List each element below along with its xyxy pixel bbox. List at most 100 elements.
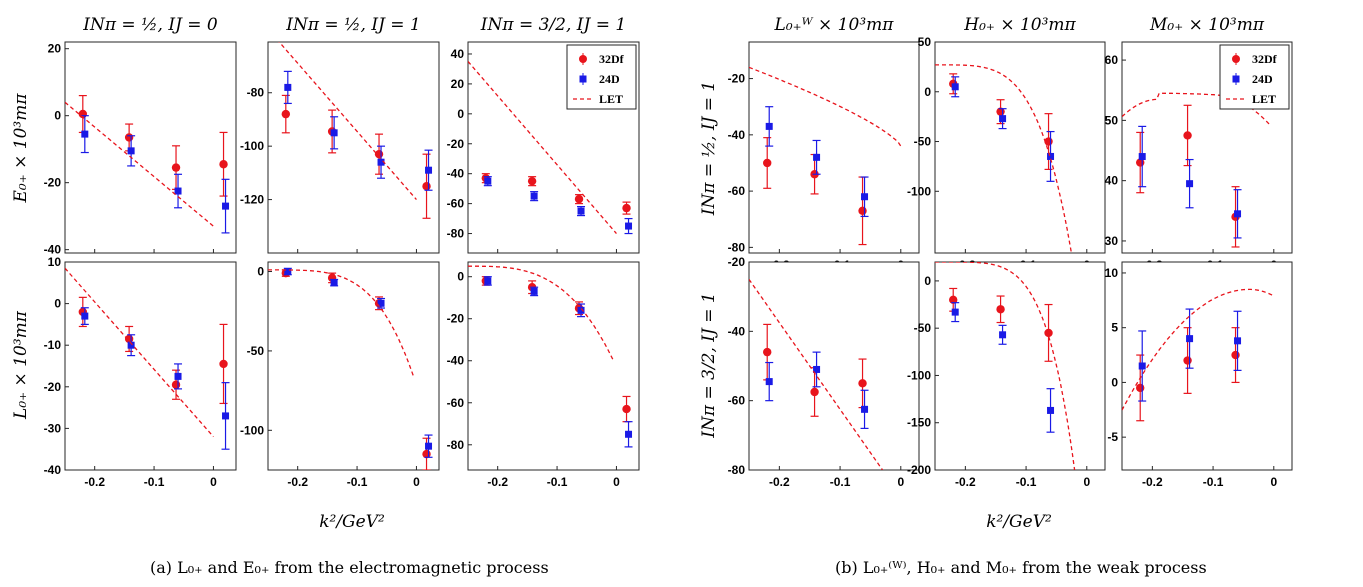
point-24d <box>284 268 292 276</box>
xtick-label: -0.1 <box>347 475 368 489</box>
legend-swatch-24d <box>579 75 587 83</box>
plot-area <box>468 265 633 448</box>
panel-frame <box>64 41 237 254</box>
panel-10: -20 -40 -60 -80 -0.2 -0.1 0 <box>728 255 920 489</box>
let-curve <box>65 267 214 438</box>
point-32df <box>1231 350 1240 360</box>
panel-title: H₀₊ × 10³mπ <box>963 15 1076 35</box>
let-curve <box>935 64 1073 253</box>
point-32df <box>219 359 228 369</box>
panel-title: L₀₊ᵂ × 10³mπ <box>774 15 895 35</box>
ytick-label: -20 <box>44 380 62 394</box>
panel-frame <box>748 261 920 471</box>
point-24d <box>577 306 585 314</box>
ytick-label: -100 <box>240 423 264 437</box>
point-24d <box>425 166 433 174</box>
plot-area <box>65 267 230 450</box>
ytick-label: -100 <box>240 139 264 153</box>
panel-title: M₀₊ × 10³mπ <box>1149 15 1265 35</box>
ytick-label: -120 <box>240 193 264 207</box>
xtick-label: 0 <box>413 475 420 489</box>
xtick-label: -0.1 <box>1203 475 1224 489</box>
panel-1: 20 0 -20 -40 IΝπ = ½, IJ = 0 <box>44 15 237 257</box>
let-curve <box>278 42 417 201</box>
point-24d <box>951 83 959 91</box>
point-24d <box>951 308 959 316</box>
point-32df <box>1183 131 1192 140</box>
point-32df <box>1183 356 1192 365</box>
panel-frame <box>1121 261 1293 471</box>
let-curve <box>468 265 615 361</box>
let-curve <box>1122 288 1275 411</box>
plot-area <box>749 278 884 470</box>
ytick-label: 40 <box>1105 174 1119 188</box>
ytick-label: -100 <box>907 368 931 382</box>
legend: 32Df 24D LET <box>1219 44 1290 110</box>
point-24d <box>1047 406 1055 414</box>
point-24d <box>127 147 135 155</box>
point-32df <box>622 404 631 414</box>
point-24d <box>222 202 230 210</box>
point-32df <box>574 194 584 204</box>
panel-frame <box>934 261 1106 471</box>
point-24d <box>1234 337 1242 345</box>
xtick-label: 0 <box>210 475 217 489</box>
ytick-label: -80 <box>247 86 265 100</box>
row-label-b-bottom: IΝπ = 3/2, IJ = 1 <box>699 292 719 438</box>
point-32df <box>858 379 867 388</box>
ytick-label: -60 <box>447 396 465 410</box>
point-24d <box>330 129 338 137</box>
ytick-label: 0 <box>924 274 931 288</box>
ytick-label: -20 <box>728 72 746 86</box>
plot-area <box>935 262 1076 470</box>
panel-7: 10 0 -10 -20 -30 -40 -0.2 -0.1 0 <box>44 255 237 489</box>
plot-area <box>468 61 633 235</box>
point-24d <box>174 372 182 380</box>
caption-b: (b) L₀₊⁽ᵂ⁾, H₀₊ and M₀₊ from the weak pr… <box>835 558 1207 577</box>
let-curve <box>468 61 617 234</box>
xtick-label: -0.1 <box>1016 475 1037 489</box>
xtick-label: 0 <box>1083 475 1090 489</box>
ytick-label: 0 <box>1111 375 1118 389</box>
legend: 32Df 24D LET <box>566 44 637 110</box>
legend-swatch-32df <box>579 55 587 63</box>
point-24d <box>1138 362 1146 370</box>
panel-frame <box>467 261 640 471</box>
panel-4: -20-40-60-80-0.2-0.10L₀₊ᵂ × 10³mπ <box>728 15 920 272</box>
xtick-label: -0.2 <box>287 475 308 489</box>
point-24d <box>425 442 433 450</box>
ytick-label: 0 <box>54 297 61 311</box>
point-24d <box>81 130 89 138</box>
panel-3: 40 20 0 -20 -40 -60 -80 IΝπ = 3/2, IJ = 1 32Df 24… <box>447 15 640 254</box>
xtick-label: -0.2 <box>769 475 790 489</box>
point-24d <box>330 279 338 287</box>
xtick-label: -0.1 <box>144 475 165 489</box>
point-32df <box>763 158 772 168</box>
legend-box <box>566 44 637 110</box>
point-24d <box>813 365 821 373</box>
point-24d <box>1047 152 1055 160</box>
caption-a: (a) L₀₊ and E₀₊ from the electromagnetic… <box>150 558 549 577</box>
xtick-label: 0 <box>1270 475 1277 489</box>
ytick-label: 0 <box>924 85 931 99</box>
ytick-label: 10 <box>48 255 62 269</box>
legend-label: LET <box>599 92 623 106</box>
point-32df <box>1044 328 1053 338</box>
ytick-label: -50 <box>247 344 265 358</box>
point-24d <box>577 207 585 215</box>
point-24d <box>765 122 773 130</box>
ytick-label: -40 <box>447 167 465 181</box>
point-24d <box>1186 335 1194 343</box>
point-24d <box>530 192 538 200</box>
xtick-label: -0.2 <box>487 475 508 489</box>
ytick-label: 50 <box>1105 113 1119 127</box>
ytick-label: 10 <box>1105 266 1119 280</box>
point-32df <box>527 176 537 186</box>
ytick-label: -60 <box>728 184 746 198</box>
point-24d <box>999 115 1007 123</box>
legend-box <box>1219 44 1290 110</box>
point-24d <box>222 412 230 420</box>
let-curve <box>935 262 1076 470</box>
point-24d <box>284 83 292 91</box>
